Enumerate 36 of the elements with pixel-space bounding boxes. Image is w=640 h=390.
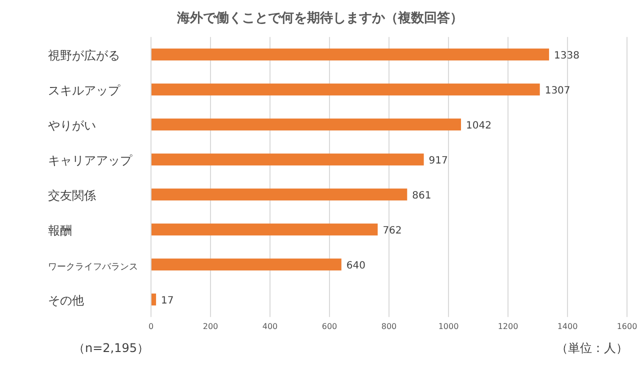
bar (151, 258, 342, 270)
data-label: 917 (428, 156, 448, 166)
x-tick-label: 1200 (498, 322, 518, 331)
text: （単位：人） (556, 341, 628, 355)
data-label: 17 (161, 296, 174, 306)
y-tick-label: キャリアアップ (48, 154, 133, 168)
data-label: 1338 (554, 50, 580, 62)
y-tick-label: ワークライフバランス (48, 262, 138, 272)
bar (151, 48, 550, 60)
y-tick-label: 交友関係 (48, 188, 96, 202)
bar (151, 84, 540, 96)
bar (151, 224, 378, 236)
bar (151, 154, 424, 166)
x-tick-label: 200 (202, 322, 218, 331)
x-tick-label: 400 (262, 322, 278, 331)
x-tick-label: 800 (381, 322, 397, 331)
y-tick-label: その他 (48, 294, 84, 308)
data-label: 640 (346, 260, 366, 272)
bar (151, 188, 408, 200)
y-tick-label: 視野が広がる (48, 48, 120, 62)
y-tick-label: やりがい (48, 118, 96, 132)
x-tick-label: 1600 (616, 322, 638, 331)
chart-title: 海外で働くことで何を期待しますか（複数回答） (176, 10, 463, 26)
x-tick-label: 1400 (557, 322, 578, 331)
x-tick-label: 0 (148, 322, 154, 331)
bar (151, 118, 461, 130)
x-tick-label: 600 (322, 322, 338, 331)
text: （n=2,195） (73, 341, 150, 355)
x-tick-label: 1000 (438, 322, 459, 331)
data-label: 762 (382, 226, 402, 236)
data-label: 1042 (466, 120, 492, 132)
bar (151, 294, 156, 306)
data-label: 861 (412, 190, 432, 202)
y-tick-label: スキルアップ (48, 84, 121, 98)
data-label: 1307 (544, 86, 570, 96)
y-tick-label: 報酬 (48, 224, 72, 238)
